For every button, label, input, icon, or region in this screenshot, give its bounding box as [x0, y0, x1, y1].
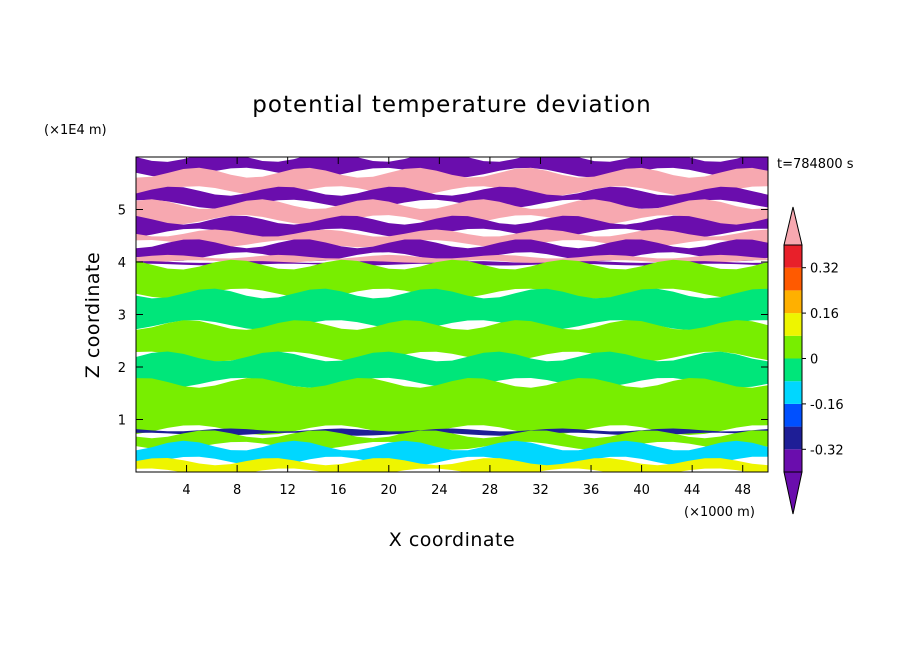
field-band [136, 440, 768, 467]
field-band [136, 378, 768, 435]
field-band [136, 229, 768, 248]
x-tick-label: 24 [431, 483, 448, 498]
field-band [136, 320, 768, 362]
colorbar-label: -0.16 [810, 398, 844, 413]
y-tick-label: 1 [118, 414, 126, 429]
colorbar-label: 0 [810, 353, 818, 368]
x-tick-label: 48 [734, 483, 751, 498]
x-tick-label: 36 [583, 483, 600, 498]
x-unit-label: (×1000 m) [684, 505, 755, 520]
x-tick-label: 16 [330, 483, 347, 498]
chart-title: potential temperature deviation [252, 92, 651, 118]
colorbar-swatch [784, 335, 802, 359]
colorbar-swatch [784, 313, 802, 336]
x-tick-label: 8 [233, 483, 241, 498]
x-axis-label: X coordinate [389, 529, 515, 551]
field-band [136, 288, 768, 330]
colorbar-swatch [784, 449, 802, 472]
y-tick-label: 3 [118, 309, 126, 324]
x-tick-label: 20 [381, 483, 398, 498]
colorbar-over-arrow [783, 206, 803, 246]
time-label: t=784800 s [777, 157, 854, 172]
colorbar-label: 0.32 [810, 262, 839, 277]
x-tick-label: 12 [279, 483, 296, 498]
x-tick-label: 44 [684, 483, 701, 498]
field-band [136, 428, 768, 436]
x-tick-label: 4 [182, 483, 190, 498]
x-tick-label: 40 [633, 483, 650, 498]
y-tick-label: 5 [118, 204, 126, 219]
field-band [136, 351, 768, 388]
field-band [136, 458, 768, 472]
colorbar: 0.32 0.16 0 -0.16 -0.32 [783, 206, 844, 515]
field-band [136, 215, 768, 238]
x-tick-label: 28 [482, 483, 499, 498]
field-band [136, 259, 768, 299]
colorbar-swatch [784, 290, 802, 314]
colorbar-label: 0.16 [810, 307, 839, 322]
y-tick-label: 4 [118, 256, 126, 271]
field-band [136, 157, 768, 178]
field-band [136, 199, 768, 225]
colorbar-swatch [784, 403, 802, 427]
y-axis-label: Z coordinate [82, 252, 104, 378]
y-axis: 1 2 3 4 5 [118, 204, 768, 429]
colorbar-swatch [784, 381, 802, 404]
y-unit-label: (×1E4 m) [44, 123, 107, 138]
colorbar-swatch [784, 245, 802, 268]
colorbar-swatch [784, 426, 802, 450]
colorbar-label: -0.32 [810, 443, 844, 458]
y-tick-label: 2 [118, 361, 126, 376]
colorbar-swatch [784, 358, 802, 382]
colorbar-under-arrow [783, 471, 803, 515]
colorbar-swatch [784, 267, 802, 291]
x-axis: 4 8 12 16 20 24 28 32 36 40 44 48 [182, 157, 751, 498]
field-band [136, 254, 768, 264]
contour-field [136, 157, 768, 472]
x-tick-label: 32 [532, 483, 549, 498]
